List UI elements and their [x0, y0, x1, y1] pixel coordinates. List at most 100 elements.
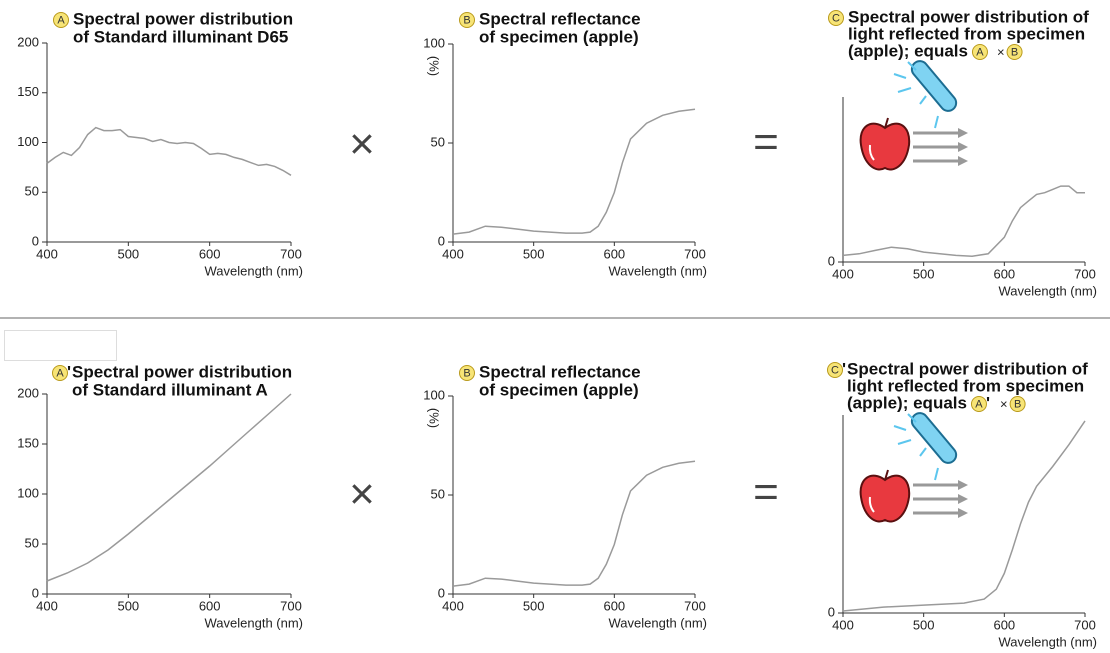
badge [459, 365, 475, 381]
chart-title: Spectral power distribution [73, 9, 293, 28]
apple-stem [884, 117, 889, 129]
y-tick-label: 50 [431, 486, 445, 501]
x-axis-label: Wavelength (nm) [205, 615, 304, 630]
badge [970, 396, 987, 412]
badge-letter: A [57, 14, 65, 26]
y-tick-label: 0 [438, 233, 445, 248]
illustration-copy [859, 408, 970, 523]
x-tick-label: 700 [684, 598, 706, 613]
y-tick-label: 150 [17, 84, 39, 99]
badge-letter: B [1014, 398, 1021, 410]
chart-title: Spectral power distribution of [847, 359, 1088, 378]
formula-operator: × [1000, 396, 1008, 411]
x-tick-label: 400 [832, 617, 854, 632]
badge-letter: A [976, 46, 984, 58]
x-tick-label: 600 [199, 598, 221, 613]
x-tick-label: 400 [36, 598, 58, 613]
illustration [859, 408, 970, 523]
spectrum-line [842, 420, 1086, 612]
x-tick-label: 400 [442, 598, 464, 613]
badge-letter: B [1011, 46, 1018, 58]
badge-suffix: ' [986, 393, 990, 412]
y-axis-label: (%) [427, 56, 442, 76]
x-tick-label: 700 [280, 246, 302, 261]
x-axis-label: Wavelength (nm) [999, 283, 1098, 298]
badge [53, 12, 69, 28]
x-tick-label: 600 [199, 246, 221, 261]
y-tick-label: 0 [32, 233, 39, 248]
x-tick-label: 700 [684, 246, 706, 261]
spectrum-line [46, 126, 292, 176]
badge [971, 44, 988, 60]
x-tick-label: 500 [913, 266, 935, 281]
badge-suffix: ' [67, 362, 71, 381]
x-tick-label: 500 [117, 598, 139, 613]
empty-box [4, 330, 117, 361]
y-tick-label: 100 [423, 35, 445, 50]
chart-title: (apple); equals [848, 41, 968, 60]
x-tick-label: 700 [1074, 617, 1096, 632]
chart-title: of specimen (apple) [479, 380, 639, 399]
x-tick-label: 400 [832, 266, 854, 281]
x-tick-label: 700 [280, 598, 302, 613]
spectrum-line [452, 108, 696, 235]
x-tick-label: 400 [36, 246, 58, 261]
light-rays [893, 61, 939, 129]
x-tick-label: 500 [913, 617, 935, 632]
chart-title: Spectral power distribution [72, 362, 292, 381]
badge [828, 10, 844, 26]
badge [1009, 396, 1026, 412]
y-tick-label: 0 [32, 585, 39, 600]
times-operator: × [349, 120, 375, 169]
badge-letter: B [463, 14, 470, 26]
badge-letter: C [831, 364, 839, 376]
x-tick-label: 600 [993, 617, 1015, 632]
x-tick-label: 600 [603, 598, 625, 613]
chart-title: light reflected from specimen [848, 24, 1085, 43]
y-tick-label: 0 [438, 585, 445, 600]
y-tick-label: 200 [17, 385, 39, 400]
badge-letter: C [832, 12, 840, 24]
x-axis-label: Wavelength (nm) [999, 634, 1098, 649]
x-tick-label: 600 [993, 266, 1015, 281]
badge [1006, 44, 1023, 60]
equals-operator: = [753, 468, 779, 517]
x-axis-label: Wavelength (nm) [609, 615, 708, 630]
x-tick-label: 700 [1074, 266, 1096, 281]
y-tick-label: 50 [431, 134, 445, 149]
y-axis-label: (%) [427, 408, 442, 428]
reflected-arrows [913, 128, 968, 166]
spectrum-line [452, 460, 696, 587]
times-operator: × [349, 470, 375, 519]
badge-suffix: ' [842, 359, 846, 378]
x-tick-label: 500 [117, 246, 139, 261]
chart-title: Spectral power distribution of [848, 7, 1089, 26]
chart-title: Spectral reflectance [479, 9, 641, 28]
badge-letter: A [56, 367, 64, 379]
equals-operator: = [753, 118, 779, 167]
chart-title: of Standard illuminant A [72, 380, 268, 399]
x-axis-label: Wavelength (nm) [205, 263, 304, 278]
chart-title: (apple); equals [847, 393, 967, 412]
formula-operator: × [997, 44, 1005, 59]
y-tick-label: 150 [17, 435, 39, 450]
y-tick-label: 0 [828, 604, 835, 619]
badge [827, 362, 843, 378]
y-tick-label: 100 [17, 134, 39, 149]
x-tick-label: 500 [523, 598, 545, 613]
apple [859, 122, 911, 171]
apple-shine [868, 144, 875, 161]
light-tube [910, 60, 958, 112]
y-tick-label: 200 [17, 34, 39, 49]
chart-title: of specimen (apple) [479, 27, 639, 46]
x-axis-label: Wavelength (nm) [609, 263, 708, 278]
y-tick-label: 100 [423, 387, 445, 402]
y-tick-label: 0 [828, 253, 835, 268]
chart-title: Spectral reflectance [479, 362, 641, 381]
illustration [859, 60, 968, 171]
x-tick-label: 600 [603, 246, 625, 261]
badge [52, 365, 68, 381]
spectrum-line [46, 393, 292, 582]
badge-letter: A [975, 398, 983, 410]
